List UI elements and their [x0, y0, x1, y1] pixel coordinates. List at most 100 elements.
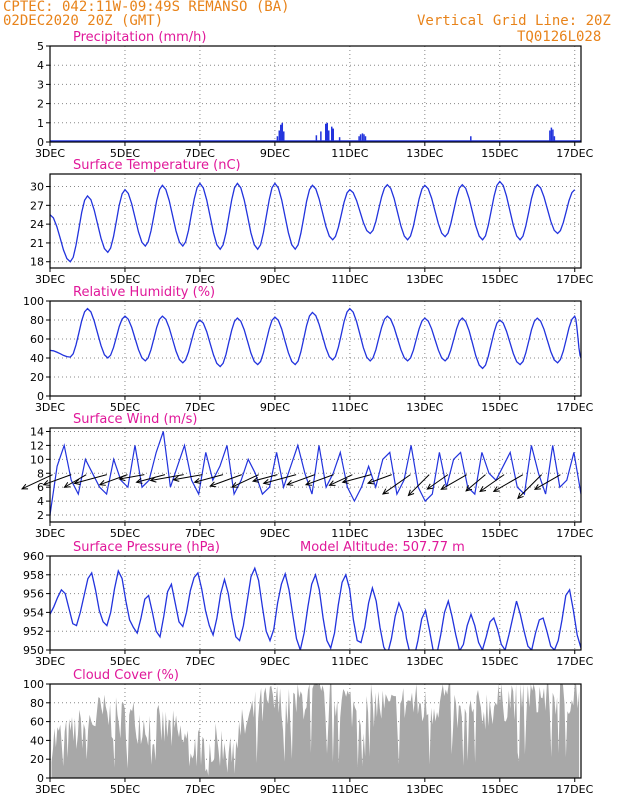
precip-bar — [276, 136, 279, 142]
wind-arrow-shaft — [534, 474, 561, 490]
precip-bar — [327, 130, 330, 142]
y-tick-label: 2 — [37, 509, 44, 522]
wind-arrow-head — [98, 480, 106, 486]
wind-arrow-head — [172, 475, 180, 482]
x-tick-label: 3DEC — [35, 147, 65, 160]
y-tick-label: 954 — [23, 606, 44, 619]
precip-bar — [550, 127, 553, 142]
panel-title: Surface Pressure (hPa) — [73, 540, 220, 555]
x-tick-label: 17DEC — [556, 147, 593, 160]
precip-bar — [358, 136, 360, 142]
x-tick-label: 11DEC — [331, 527, 368, 540]
panel-frame — [49, 427, 582, 523]
y-tick-label: 24 — [30, 218, 44, 231]
x-tick-label: 13DEC — [406, 147, 443, 160]
wind-arrow-shaft — [382, 474, 411, 495]
wind-speed-line — [49, 431, 582, 516]
precip-bar — [470, 136, 472, 142]
precip-bar — [315, 135, 318, 142]
precip-bar — [326, 122, 328, 142]
precip-bar — [278, 130, 281, 142]
panel-title: Precipitation (mm/h) — [73, 30, 206, 45]
x-tick-label: 17DEC — [556, 783, 593, 796]
wind-arrow — [492, 474, 524, 493]
wind-arrow-shaft — [493, 474, 524, 492]
wind-arrow-shaft — [263, 474, 297, 484]
precip-bar — [281, 122, 284, 142]
wind-arrow-shaft — [408, 474, 430, 496]
wind-arrow — [149, 474, 184, 483]
x-tick-label: 3DEC — [35, 655, 65, 668]
wind-arrow-head — [381, 488, 389, 495]
wind-arrow-head — [492, 486, 500, 493]
y-tick-label: 956 — [23, 588, 44, 601]
wind-arrow-shaft — [252, 474, 278, 482]
precip-bar — [332, 128, 334, 142]
wind-arrow — [366, 474, 392, 485]
panel-title: Surface Wind (m/s) — [73, 412, 197, 427]
wind-arrow — [209, 474, 242, 488]
x-tick-label: 13DEC — [406, 401, 443, 414]
x-tick-label: 17DEC — [556, 273, 593, 286]
x-tick-label: 13DEC — [406, 783, 443, 796]
y-tick-label: 18 — [30, 256, 44, 269]
y-tick-label: 1 — [37, 117, 44, 130]
y-tick-label: 100 — [23, 678, 44, 691]
y-tick-label: 2 — [37, 98, 44, 111]
wind-arrow — [440, 474, 467, 490]
wind-arrow-head — [304, 480, 313, 486]
wind-arrow-head — [118, 475, 126, 482]
wind-arrow-head — [407, 489, 415, 497]
x-tick-label: 11DEC — [331, 655, 368, 668]
wind-arrow-head — [230, 482, 239, 488]
wind-arrow-head — [366, 478, 375, 485]
wind-arrow-shaft — [173, 474, 203, 481]
model-code: TQ0126L028 — [517, 29, 602, 45]
x-tick-label: 15DEC — [481, 527, 518, 540]
panel-3: 0 20 40 60 80 100 3DEC 5DEC 7DEC 9DEC 11DEC 13DEC 15… — [23, 285, 594, 414]
wind-arrow — [533, 474, 561, 490]
x-tick-label: 3DEC — [35, 273, 65, 286]
y-tick-label: 60 — [30, 333, 44, 346]
temperature-line — [49, 180, 576, 263]
wind-arrow — [63, 474, 87, 488]
wind-arrow — [479, 474, 505, 493]
x-tick-label: 3DEC — [35, 783, 65, 796]
wind-arrow — [407, 474, 430, 497]
precip-bar — [549, 130, 551, 142]
wind-arrow-shaft — [517, 474, 542, 499]
wind-arrow-head — [63, 482, 71, 488]
panel-frame — [49, 555, 582, 651]
panel-title: Surface Temperature (nC) — [73, 158, 241, 173]
y-tick-label: 952 — [23, 625, 44, 638]
precip-bar — [330, 126, 333, 142]
wind-arrow-shaft — [43, 474, 72, 486]
x-tick-label: 5DEC — [110, 401, 140, 414]
panel-title: Relative Humidity (%) — [73, 285, 215, 300]
precip-bar — [364, 136, 367, 142]
x-tick-label: 7DEC — [185, 655, 215, 668]
x-tick-label: 15DEC — [481, 273, 518, 286]
panel-frame — [49, 683, 582, 779]
panel-6: 0 20 40 60 80 100 3DEC 5DEC 7DEC 9DEC 11DEC 13DEC 15… — [23, 668, 594, 796]
x-tick-label: 17DEC — [556, 401, 593, 414]
wind-arrow — [73, 474, 107, 485]
wind-arrow — [251, 474, 278, 483]
wind-arrow — [262, 474, 297, 485]
y-tick-label: 3 — [37, 78, 44, 91]
y-tick-label: 4 — [37, 495, 44, 508]
y-tick-label: 5 — [37, 40, 44, 53]
x-tick-label: 15DEC — [481, 783, 518, 796]
x-tick-label: 7DEC — [185, 273, 215, 286]
wind-arrow — [517, 474, 542, 500]
wind-arrow-shaft — [74, 474, 107, 484]
wind-arrow-head — [465, 485, 473, 492]
x-tick-label: 9DEC — [260, 655, 290, 668]
panel-frame — [49, 173, 582, 269]
chart-header: CPTEC: 042:11W-09:49S REMANSO (BA) 02DEC… — [0, 0, 618, 45]
x-tick-label: 5DEC — [110, 527, 140, 540]
x-tick-label: 11DEC — [331, 273, 368, 286]
wind-arrow — [304, 474, 334, 486]
